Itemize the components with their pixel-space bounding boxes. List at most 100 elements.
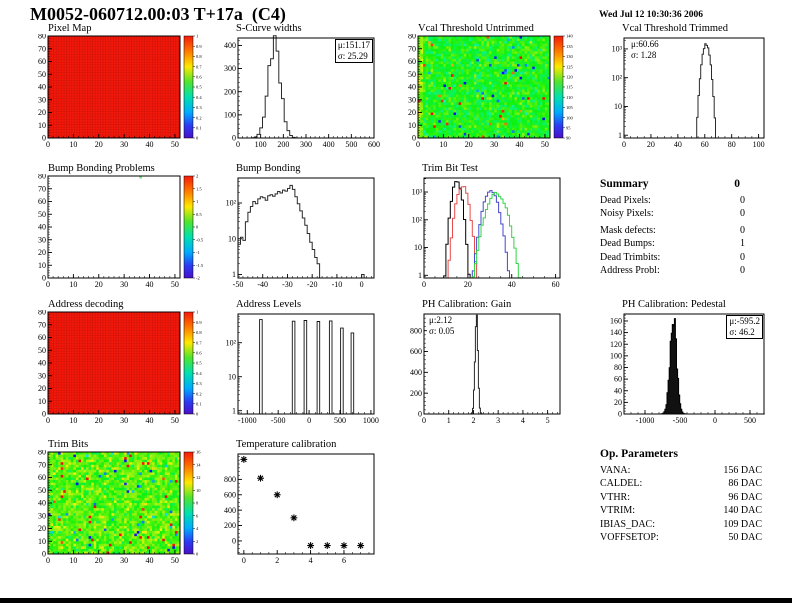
row-value: 86 DAC	[728, 478, 762, 490]
svg-text:80: 80	[38, 310, 46, 317]
summary-row-address-probl: Address Probl: 0	[600, 264, 750, 277]
stat-mean: μ:151.17	[337, 40, 370, 50]
svg-text:10²: 10²	[226, 199, 237, 208]
chart-title: Vcal Threshold Untrimmed	[418, 23, 534, 34]
op-row-voffsetop: VOFFSETOP: 50 DAC	[600, 531, 762, 544]
chart-title: PH Calibration: Pedestal	[622, 299, 726, 310]
svg-text:10: 10	[38, 397, 46, 406]
panel-ph-calibration-pedestal: PH Calibration: Pedestal 0 20 40 60 80 100 120…	[596, 299, 772, 428]
row-value: 0	[740, 208, 745, 220]
svg-text:80: 80	[728, 140, 736, 149]
svg-text:0.3: 0.3	[196, 381, 202, 386]
svg-text:0: 0	[307, 416, 311, 425]
panel-address-decoding: Address decoding 0 10 20 30 40 50 0 10 20 30 40 50 6…	[28, 299, 214, 428]
svg-text:0.6: 0.6	[196, 75, 202, 80]
svg-text:1: 1	[447, 416, 451, 425]
svg-text:40: 40	[516, 140, 524, 149]
chart-title: Trim Bit Test	[422, 163, 478, 174]
svg-text:200: 200	[277, 140, 289, 149]
svg-text:0.5: 0.5	[196, 85, 202, 90]
summary-title: Summary	[600, 178, 649, 190]
svg-text:40: 40	[146, 140, 154, 149]
svg-text:0: 0	[418, 410, 422, 419]
svg-text:70: 70	[408, 44, 416, 53]
op-row-vtrim: VTRIM: 140 DAC	[600, 504, 762, 517]
timestamp: Wed Jul 12 10:30:36 2006	[599, 10, 703, 20]
pixel-map-heatmap: 0 10 20 30 40 50 0 10 20 30 40 50 60 70 80 1 0.9 0.8 0.7 0.…	[38, 34, 202, 149]
svg-text:10: 10	[69, 280, 77, 289]
svg-text:140: 140	[566, 34, 574, 39]
stat-sigma: σ: 1.28	[631, 50, 657, 60]
svg-text:10²: 10²	[612, 73, 623, 82]
svg-text:50: 50	[38, 210, 46, 219]
svg-text:100: 100	[753, 140, 765, 149]
svg-text:10²: 10²	[226, 338, 237, 347]
stat-mean: μ:2.12	[429, 315, 453, 325]
svg-text:600: 600	[368, 140, 380, 149]
panel-bump-bonding: Bump Bonding 1 10 10² -50 -40 -30 -20 -10 0	[212, 163, 380, 292]
svg-text:50: 50	[541, 140, 549, 149]
trim-bit-test-histogram: 1 10 10² 10³ 0 20 40 60	[412, 177, 561, 289]
row-label: Dead Bumps:	[600, 238, 655, 250]
row-label: Mask defects:	[600, 224, 656, 236]
svg-text:30: 30	[120, 140, 128, 149]
svg-text:0.5: 0.5	[196, 212, 202, 217]
svg-text:20: 20	[95, 280, 103, 289]
svg-text:0: 0	[422, 416, 426, 425]
svg-text:20: 20	[38, 248, 46, 257]
svg-text:0: 0	[618, 410, 622, 419]
svg-text:0.2: 0.2	[196, 115, 202, 120]
svg-text:10³: 10³	[412, 188, 423, 197]
svg-text:400: 400	[224, 41, 236, 50]
svg-text:30: 30	[38, 95, 46, 104]
svg-text:300: 300	[224, 64, 236, 73]
row-label: VOFFSETOP:	[600, 532, 659, 544]
svg-text:40: 40	[408, 83, 416, 92]
panel-address-levels: Address Levels 1 10 10² -1000 -500 0 500 1000	[212, 299, 380, 428]
summary-row-dead-bumps: Dead Bumps: 1	[600, 237, 750, 250]
svg-text:0.1: 0.1	[196, 402, 202, 407]
vcal-trimmed-histogram: 1 10 10² 10³ 0 20 40 60 80 100	[612, 37, 765, 149]
svg-text:20: 20	[614, 398, 622, 407]
summary-row-mask-defects: Mask defects: 0	[600, 224, 750, 237]
panel-pixel-map: Pixel Map 0 10 20 30 40 50 0 10 20 30 40 50 60 70 80 1 0…	[28, 23, 214, 152]
svg-text:40: 40	[38, 223, 46, 232]
svg-text:200: 200	[224, 87, 236, 96]
svg-text:95: 95	[566, 126, 571, 131]
chart-title: PH Calibration: Gain	[422, 299, 512, 310]
svg-text:1: 1	[232, 406, 236, 415]
row-value: 109 DAC	[723, 518, 762, 530]
svg-text:-20: -20	[307, 280, 318, 289]
svg-text:0.4: 0.4	[196, 371, 202, 376]
op-row-ibias-dac: IBIAS_DAC: 109 DAC	[600, 518, 762, 531]
op-parameters-title: Op. Parameters	[600, 448, 678, 460]
svg-text:0.2: 0.2	[196, 391, 202, 396]
svg-text:100: 100	[255, 140, 267, 149]
svg-text:60: 60	[701, 140, 709, 149]
svg-text:10²: 10²	[412, 215, 423, 224]
svg-text:500: 500	[334, 416, 346, 425]
summary-total: 0	[734, 178, 740, 190]
svg-text:40: 40	[614, 386, 622, 395]
svg-text:1: 1	[196, 34, 198, 39]
svg-text:1: 1	[196, 199, 198, 204]
panel-vcal-threshold-trimmed: Vcal Threshold Trimmed 1 10 10² 10³ 0 20 40 60 8…	[596, 23, 772, 152]
svg-text:0: 0	[42, 134, 46, 143]
svg-text:0: 0	[196, 225, 199, 230]
row-label: CALDEL:	[600, 478, 643, 490]
svg-text:20: 20	[408, 108, 416, 117]
chart-title: Bump Bonding	[236, 163, 301, 174]
svg-text:10: 10	[38, 121, 46, 130]
row-label: Noisy Pixels:	[600, 208, 654, 220]
svg-text:0.9: 0.9	[196, 44, 202, 49]
svg-text:20: 20	[95, 416, 103, 425]
chart-title: Vcal Threshold Trimmed	[622, 23, 728, 34]
svg-text:30: 30	[38, 235, 46, 244]
svg-text:-10: -10	[332, 280, 343, 289]
svg-text:600: 600	[410, 347, 422, 356]
op-row-vthr: VTHR: 96 DAC	[600, 491, 762, 504]
svg-text:125: 125	[566, 64, 574, 69]
svg-text:-1.5: -1.5	[196, 263, 204, 268]
stats-box: μ:151.17 σ: 25.29	[334, 39, 373, 63]
row-label: VTRIM:	[600, 505, 635, 517]
